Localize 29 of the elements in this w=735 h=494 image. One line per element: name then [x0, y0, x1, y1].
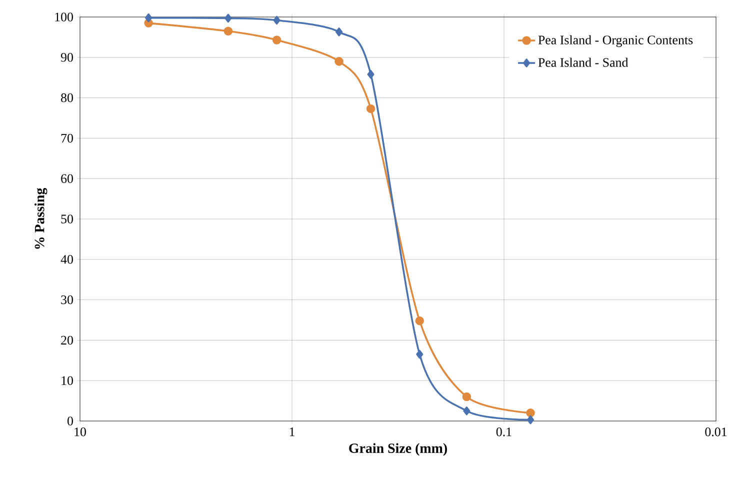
x-tick-label: 10 — [74, 428, 86, 436]
point — [367, 70, 374, 79]
x-tick-label: 1 — [290, 428, 294, 436]
point — [415, 316, 424, 326]
y-tick-label: 50 — [61, 214, 73, 224]
point — [273, 16, 280, 25]
point — [272, 36, 282, 44]
legend-label: Pea Island - Sand — [538, 58, 628, 67]
y-tick-label: 0 — [68, 416, 73, 426]
point — [416, 350, 424, 359]
y-tick-label: 40 — [60, 255, 73, 264]
y-tick-label: 10 — [62, 376, 73, 385]
x-axis-title: Grain Size (mm) — [349, 443, 447, 456]
y-axis-title: % Passing — [34, 188, 48, 249]
y-tick-label: 30 — [61, 295, 73, 304]
point — [366, 104, 376, 114]
point — [463, 406, 470, 416]
y-tick-label: 90 — [60, 53, 73, 62]
point — [224, 14, 232, 23]
x-tick-label: 0.01 — [705, 428, 727, 436]
y-tick-label: 20 — [61, 336, 73, 345]
legend-label: Pea Island - Organic Contents — [538, 35, 693, 48]
y-tick-label: 60 — [61, 174, 73, 183]
y-tick-label: 80 — [61, 93, 73, 102]
y-tick-label: 100 — [55, 12, 73, 22]
y-tick-label: 70 — [61, 134, 73, 143]
point — [224, 26, 233, 36]
x-tick-label: 0.1 — [496, 428, 512, 436]
point — [462, 392, 472, 402]
